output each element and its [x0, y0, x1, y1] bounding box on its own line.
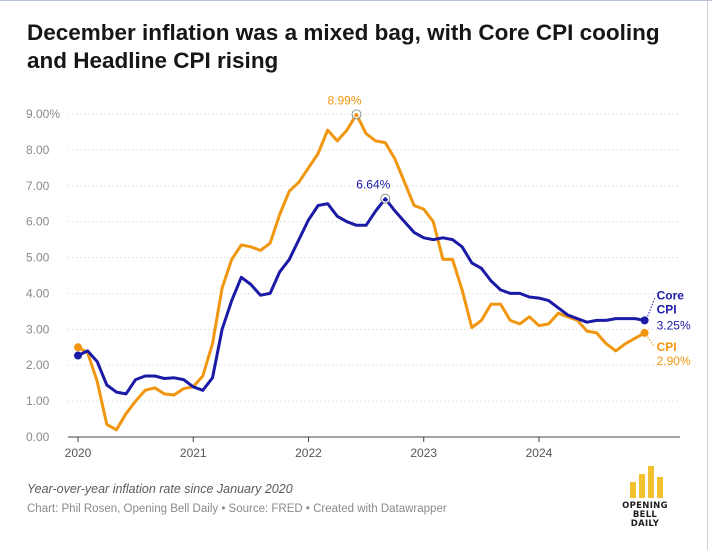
- cpi-peak-ring: [351, 109, 362, 120]
- x-tick-label: 2020: [65, 446, 92, 460]
- top-border: [0, 0, 712, 6]
- cpi-peak-marker: [352, 110, 361, 119]
- x-axis-ticks: 2020 2021 2022 2023 2024: [65, 437, 553, 460]
- opening-bell-logo: OPENING BELL DAILY: [610, 462, 680, 529]
- y-tick-label: 7.00: [26, 179, 50, 193]
- cpi-end-point: [640, 328, 649, 337]
- chart-credit: Chart: Phil Rosen, Opening Bell Daily • …: [27, 503, 447, 515]
- cpi-peak-label: 8.99%: [327, 93, 361, 107]
- x-tick-label: 2024: [526, 446, 553, 460]
- core-cpi-start-point: [74, 351, 82, 360]
- cpi-start-point: [74, 343, 82, 352]
- y-tick-label: 0.00: [26, 430, 50, 444]
- cpi-line: [76, 112, 647, 432]
- cpi-series-label: CPI: [657, 340, 677, 354]
- y-tick-label: 3.00: [26, 322, 50, 336]
- y-tick-label: 2.00: [26, 358, 50, 372]
- series-lines: [74, 109, 649, 432]
- logo-line-1: OPENING BELL: [622, 501, 668, 520]
- y-axis-ticks: 0.00 1.00 2.00 3.00 4.00 5.00 6.00 7.00 8.00 9.00…: [26, 107, 60, 444]
- chart-title: December inflation was a mixed bag, with…: [27, 20, 660, 73]
- line-chart: 0.00 1.00 2.00 3.00 4.00 5.00 6.00 7.00 8.00 9.00…: [26, 93, 691, 460]
- core-cpi-peak-marker: [381, 194, 390, 203]
- core-cpi-peak-label: 6.64%: [356, 178, 390, 192]
- chart-subtitle: Year-over-year inflation rate since Janu…: [27, 482, 293, 496]
- y-tick-label: 9.00%: [26, 107, 60, 121]
- bar-chart-logo-icon: [630, 466, 663, 498]
- y-tick-label: 4.00: [26, 286, 50, 300]
- gridlines: [68, 113, 680, 438]
- core-cpi-peak-ring: [380, 193, 391, 204]
- cpi-leader: [647, 336, 656, 348]
- core-cpi-series-label: Core CPI: [657, 288, 685, 316]
- right-border: [707, 0, 708, 550]
- core-cpi-end-point: [640, 316, 649, 325]
- y-tick-label: 5.00: [26, 251, 50, 265]
- y-tick-label: 1.00: [26, 394, 50, 408]
- logo-line-2: DAILY: [630, 519, 660, 529]
- x-tick-label: 2023: [410, 446, 437, 460]
- x-tick-label: 2021: [180, 446, 207, 460]
- core-cpi-line: [76, 197, 647, 396]
- y-tick-label: 6.00: [26, 215, 50, 229]
- logo-text: OPENING BELL DAILY: [610, 502, 680, 529]
- core-cpi-end-value: 3.25%: [657, 318, 691, 332]
- y-tick-label: 8.00: [26, 143, 50, 157]
- core-cpi-leader: [647, 298, 656, 317]
- cpi-end-value: 2.90%: [657, 354, 691, 368]
- x-tick-label: 2022: [295, 446, 322, 460]
